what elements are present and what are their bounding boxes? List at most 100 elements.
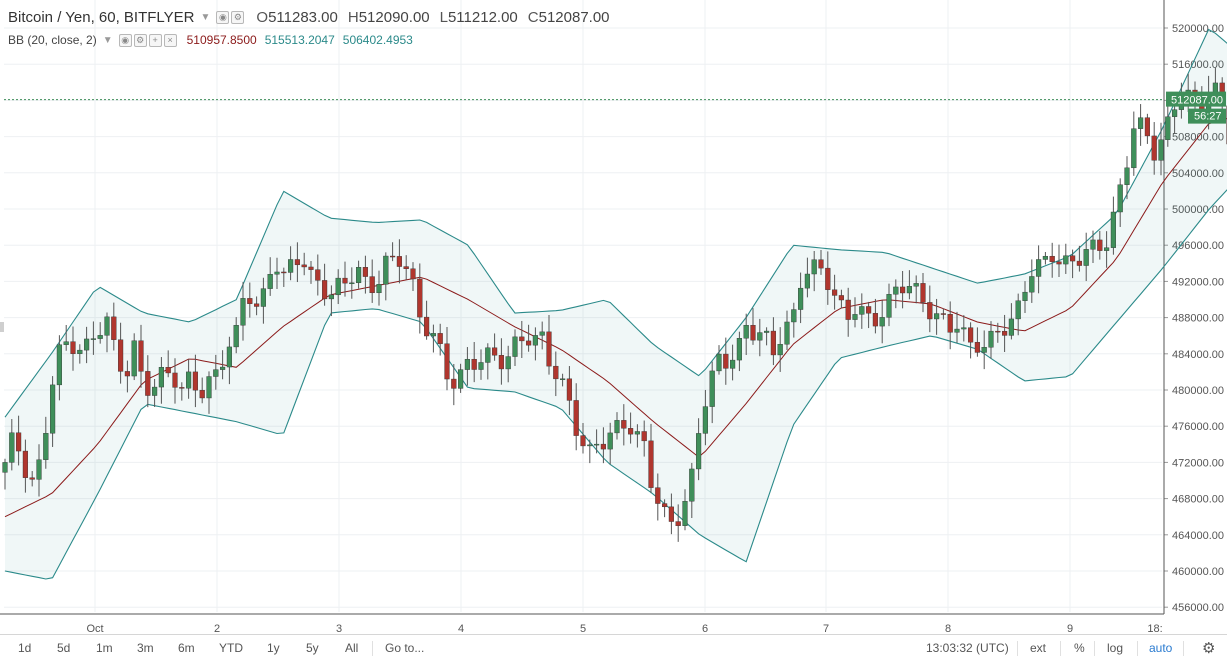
candle-body xyxy=(1097,240,1102,251)
candle-body xyxy=(363,267,368,276)
candle-body xyxy=(608,433,613,449)
range-1y-button[interactable]: 1y xyxy=(259,635,288,662)
percent-toggle[interactable]: % xyxy=(1066,635,1093,662)
candle-body xyxy=(132,341,137,376)
range-ytd-button[interactable]: YTD xyxy=(211,635,251,662)
ext-toggle[interactable]: ext xyxy=(1022,635,1054,662)
candle-body xyxy=(417,279,422,317)
settings-icon[interactable]: ⚙ xyxy=(134,34,147,47)
candle-body xyxy=(621,420,626,428)
candle-body xyxy=(485,348,490,363)
candle-body xyxy=(1091,240,1096,249)
close-icon[interactable]: × xyxy=(164,34,177,47)
candle-body xyxy=(315,270,320,281)
candle-body xyxy=(91,339,96,340)
candle-body xyxy=(268,274,273,288)
move-icon[interactable]: + xyxy=(149,34,162,47)
range-all-button[interactable]: All xyxy=(337,635,366,662)
eye-icon[interactable]: ◉ xyxy=(119,34,132,47)
candle-body xyxy=(16,433,21,451)
candle-body xyxy=(1125,168,1130,185)
candle-body xyxy=(309,267,314,270)
candle-body xyxy=(213,370,218,377)
candle-body xyxy=(873,313,878,326)
range-1m-button[interactable]: 1m xyxy=(88,635,121,662)
candle-body xyxy=(764,331,769,333)
symbol-title[interactable]: Bitcoin / Yen, 60, BITFLYER xyxy=(8,9,195,26)
price-tick-label: 456000.00 xyxy=(1172,602,1224,614)
range-6m-button[interactable]: 6m xyxy=(170,635,203,662)
log-toggle[interactable]: log xyxy=(1099,635,1131,662)
candle-body xyxy=(601,444,606,449)
candle-body xyxy=(553,366,558,379)
candle-body xyxy=(934,314,939,319)
candle-body xyxy=(1029,276,1034,292)
candle-body xyxy=(615,420,620,433)
candle-body xyxy=(1131,129,1136,168)
bb-basis-value: 510957.8500 xyxy=(187,33,257,47)
candle-body xyxy=(995,331,1000,332)
candle-body xyxy=(275,272,280,274)
range-5d-button[interactable]: 5d xyxy=(49,635,78,662)
candle-body xyxy=(751,325,756,340)
candle-body xyxy=(1111,212,1116,248)
candle-body xyxy=(458,370,463,389)
candle-body xyxy=(499,355,504,369)
candle-body xyxy=(948,314,953,332)
candle-body xyxy=(989,331,994,347)
candle-body xyxy=(431,333,436,336)
candle-body xyxy=(1016,301,1021,319)
candle-body xyxy=(234,325,239,347)
symbol-legend: Bitcoin / Yen, 60, BITFLYER ▼ ◉ ⚙ O51128… xyxy=(8,9,610,26)
settings-icon[interactable]: ⚙ xyxy=(231,11,244,24)
divider xyxy=(1183,641,1184,656)
left-scroll-handle[interactable] xyxy=(0,322,4,332)
candle-body xyxy=(111,317,116,340)
candle-body xyxy=(492,348,497,356)
bb-fill xyxy=(5,30,1227,580)
candle-body xyxy=(1165,117,1170,140)
range-1d-button[interactable]: 1d xyxy=(10,635,39,662)
candle-body xyxy=(390,256,395,257)
candle-body xyxy=(261,289,266,307)
candle-body xyxy=(50,385,55,433)
candle-body xyxy=(1043,256,1048,259)
candle-body xyxy=(64,342,69,345)
candle-body xyxy=(166,367,171,373)
price-tick-label: 484000.00 xyxy=(1172,349,1224,361)
utc-clock[interactable]: 13:03:32 (UTC) xyxy=(918,635,1017,662)
candle-body xyxy=(343,278,348,283)
candle-body xyxy=(1213,83,1218,93)
candle-body xyxy=(887,294,892,317)
candle-body xyxy=(669,507,674,522)
candle-body xyxy=(975,342,980,352)
candle-body xyxy=(1104,248,1109,251)
gear-icon[interactable]: ⚙ xyxy=(1194,635,1223,662)
bb-upper-value: 515513.2047 xyxy=(265,33,335,47)
candle-body xyxy=(322,280,327,299)
candle-body xyxy=(349,283,354,284)
range-5y-button[interactable]: 5y xyxy=(298,635,327,662)
candle-body xyxy=(84,339,89,350)
indicator-menu-caret-icon[interactable]: ▼ xyxy=(103,35,113,46)
candle-body xyxy=(819,260,824,268)
candle-body xyxy=(479,362,484,369)
divider xyxy=(372,641,373,656)
symbol-menu-caret-icon[interactable]: ▼ xyxy=(201,12,211,23)
candle-body xyxy=(1057,262,1062,264)
auto-toggle[interactable]: auto xyxy=(1141,635,1180,662)
range-3m-button[interactable]: 3m xyxy=(129,635,162,662)
candle-body xyxy=(336,278,341,295)
candle-body xyxy=(594,444,599,445)
goto-button[interactable]: Go to... xyxy=(377,635,432,662)
candle-body xyxy=(411,269,416,279)
candle-body xyxy=(9,433,14,463)
candle-body xyxy=(1138,118,1143,129)
candle-body xyxy=(710,371,715,407)
candle-body xyxy=(900,287,905,293)
candle-body xyxy=(941,314,946,315)
eye-icon[interactable]: ◉ xyxy=(216,11,229,24)
indicator-title[interactable]: BB (20, close, 2) xyxy=(8,33,97,47)
